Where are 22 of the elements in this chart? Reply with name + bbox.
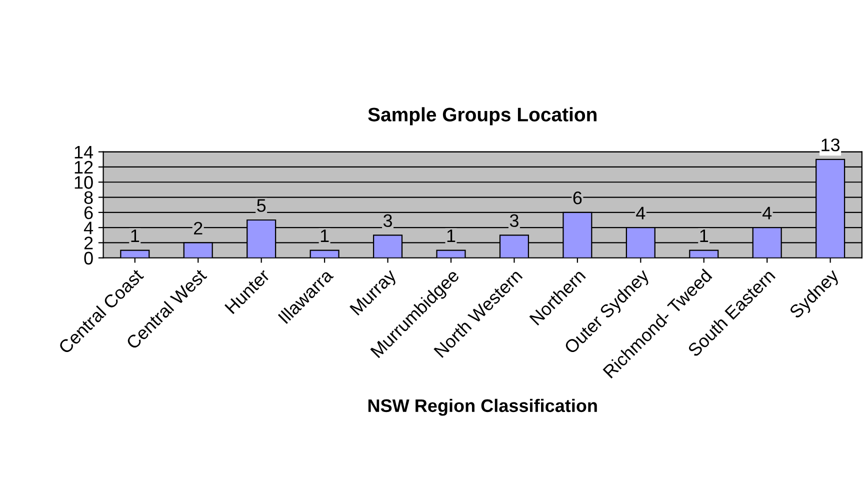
y-tick-label: 6 xyxy=(84,206,93,220)
y-tick-label: 0 xyxy=(84,252,93,265)
data-label: 1 xyxy=(700,230,708,242)
y-tick-label: 2 xyxy=(84,236,93,250)
data-label: 4 xyxy=(762,206,772,220)
data-label: 1 xyxy=(320,230,329,242)
chart-title: Sample Groups Location xyxy=(368,107,596,126)
data-label: 1 xyxy=(131,230,140,242)
data-label: 4 xyxy=(636,206,646,220)
y-tick-label: 12 xyxy=(74,160,93,174)
y-tick-label: 8 xyxy=(84,191,93,204)
data-label: 3 xyxy=(383,214,392,228)
data-label: 2 xyxy=(194,222,202,234)
data-label: 6 xyxy=(573,192,582,204)
y-tick-label: 4 xyxy=(84,222,94,234)
x-axis-title: NSW Region Classification xyxy=(368,398,597,416)
y-tick-label: 10 xyxy=(74,176,93,189)
data-label: 1 xyxy=(447,230,456,242)
data-label: 13 xyxy=(822,138,840,152)
data-label: 5 xyxy=(257,199,266,212)
data-label: 3 xyxy=(510,214,518,228)
y-tick-label: 14 xyxy=(74,146,94,158)
